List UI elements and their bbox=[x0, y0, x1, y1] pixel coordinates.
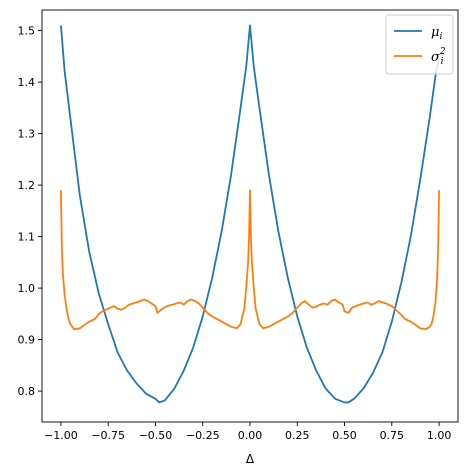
x-tick-label: 0.50 bbox=[332, 429, 357, 442]
plot-lines bbox=[60, 24, 440, 404]
x-tick-label: −1.00 bbox=[44, 429, 78, 442]
x-axis-label: Δ bbox=[246, 452, 255, 466]
legend-label-mu: μi bbox=[431, 25, 442, 42]
x-tick-label: 0.00 bbox=[238, 429, 263, 442]
series-line-mu bbox=[60, 24, 440, 404]
x-tick-label: −0.25 bbox=[186, 429, 220, 442]
plot-frame bbox=[41, 9, 459, 423]
legend-box bbox=[385, 14, 454, 75]
y-tick-label: 1.2 bbox=[18, 179, 36, 192]
x-tick-label: 0.75 bbox=[380, 429, 405, 442]
y-tick-label: 1.4 bbox=[18, 76, 36, 89]
x-tick-label: −0.75 bbox=[91, 429, 125, 442]
x-tick-label: 0.25 bbox=[285, 429, 310, 442]
y-tick-label: 0.8 bbox=[18, 385, 36, 398]
axis-ticks: −1.00 −0.75 −0.50 −0.25 0.00 0.25 0.50 0.75 1.00… bbox=[18, 25, 452, 442]
y-tick-label: 1.5 bbox=[18, 25, 36, 38]
y-tick-label: 1.0 bbox=[18, 282, 36, 295]
legend: μi σ2 i bbox=[385, 14, 454, 75]
legend-label-sigma: σ2 i bbox=[431, 47, 446, 67]
x-tick-label: −0.50 bbox=[139, 429, 173, 442]
x-tick-label: 1.00 bbox=[427, 429, 452, 442]
y-tick-label: 1.3 bbox=[18, 128, 36, 141]
y-tick-label: 1.1 bbox=[18, 231, 36, 244]
series-line-sigma bbox=[60, 189, 440, 331]
y-tick-label: 0.9 bbox=[18, 334, 36, 347]
